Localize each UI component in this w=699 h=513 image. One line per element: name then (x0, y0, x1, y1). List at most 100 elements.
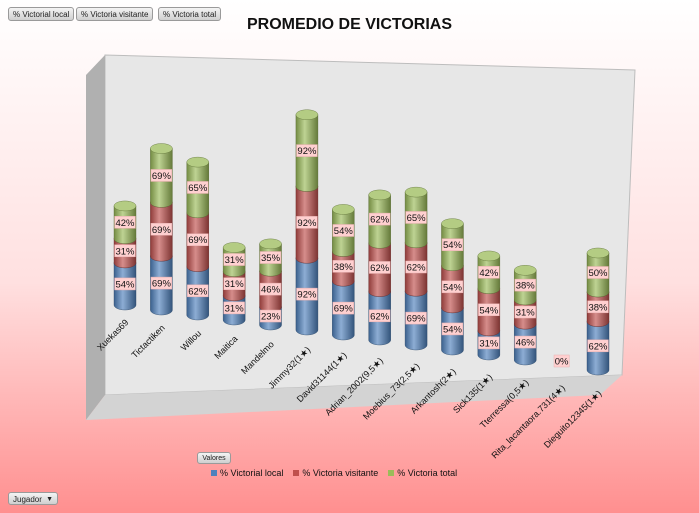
data-label-bg-2-0 (114, 216, 136, 229)
data-label-2-3: 31% (225, 255, 245, 266)
data-label-bg-2-9 (441, 238, 464, 251)
bar-cap-2-2 (186, 156, 209, 168)
floor (86, 375, 622, 420)
bar-cap-2-10 (477, 250, 501, 262)
data-label-1-8: 62% (407, 263, 427, 274)
side-wall (86, 55, 105, 420)
data-label-bg-0-9 (441, 322, 464, 336)
data-label-0-1: 69% (152, 279, 172, 290)
chevron-down-icon: ▼ (46, 496, 53, 503)
data-label-1-9: 54% (443, 282, 463, 293)
chart-legend: % Victorial local % Victoria visitante %… (211, 468, 457, 478)
bar-cap-2-7 (368, 189, 391, 201)
bar-cap-2-5 (295, 109, 319, 120)
filter-button-total[interactable]: % Victoria total (158, 7, 222, 21)
data-label-bg-1-0 (114, 244, 136, 258)
data-label-0-7: 62% (370, 311, 390, 322)
data-label-bg-2-13 (587, 266, 609, 279)
data-label-1-0: 31% (115, 246, 135, 257)
data-label-2-11: 38% (516, 281, 536, 292)
data-label-1-6: 38% (334, 262, 354, 273)
bar-cap-2-6 (332, 204, 355, 215)
data-label-bg-1-10 (478, 303, 500, 317)
data-label-bg-1-5 (296, 216, 318, 229)
data-label-bg-1-9 (441, 280, 464, 294)
data-label-2-7: 62% (370, 215, 390, 226)
data-label-1-13: 38% (588, 302, 608, 313)
data-label-2-5: 92% (297, 146, 317, 157)
legend-item-visitante: % Victoria visitante (293, 468, 378, 478)
data-label-0-12: 0% (555, 357, 569, 368)
data-label-0-11: 46% (516, 338, 536, 349)
data-label-bg-0-3 (223, 301, 245, 315)
data-label-0-4: 23% (261, 312, 281, 323)
data-label-bg-2-1 (150, 169, 173, 182)
data-label-bg-0-4 (259, 309, 282, 323)
data-label-bg-0-1 (150, 276, 173, 290)
data-label-bg-0-11 (514, 335, 536, 349)
filter-button-local[interactable]: % Victorial local (8, 7, 75, 21)
chart-title: PROMEDIO DE VICTORIAS (246, 16, 453, 33)
data-label-0-13: 62% (588, 341, 608, 352)
data-label-0-2: 62% (188, 286, 208, 297)
data-label-bg-0-13 (587, 339, 609, 353)
data-label-2-2: 65% (188, 183, 208, 194)
data-label-bg-0-12 (553, 354, 570, 368)
data-label-2-4: 35% (261, 253, 281, 264)
data-label-1-4: 46% (261, 285, 281, 296)
data-label-bg-2-8 (405, 211, 427, 224)
data-label-0-3: 31% (225, 303, 245, 314)
data-label-bg-2-10 (478, 266, 500, 279)
data-label-0-10: 31% (479, 338, 499, 349)
data-label-1-11: 31% (516, 308, 536, 319)
data-label-1-2: 69% (188, 235, 208, 246)
legend-label-local: % Victorial local (220, 468, 284, 478)
data-label-2-10: 42% (479, 268, 499, 279)
data-label-bg-2-6 (332, 224, 354, 237)
data-label-bg-1-2 (187, 233, 209, 246)
data-label-2-1: 69% (152, 171, 172, 182)
bar-cap-2-11 (514, 265, 537, 276)
data-label-1-7: 62% (370, 263, 390, 274)
data-label-bg-1-4 (259, 282, 282, 296)
data-label-bg-1-13 (587, 300, 609, 314)
data-label-bg-2-2 (187, 181, 209, 194)
data-label-0-0: 54% (115, 279, 135, 290)
data-label-1-10: 54% (479, 305, 499, 316)
data-label-bg-1-7 (369, 261, 391, 274)
data-label-bg-2-11 (514, 278, 536, 292)
data-label-bg-2-7 (369, 212, 391, 226)
data-label-bg-0-5 (296, 287, 318, 301)
data-label-0-9: 54% (443, 324, 463, 335)
data-label-0-6: 69% (334, 304, 354, 315)
valores-field-button[interactable]: Valores (197, 452, 231, 464)
filter-button-visitante[interactable]: % Victoria visitante (76, 7, 154, 21)
bar-cap-2-8 (404, 186, 428, 198)
bar-cap-2-0 (113, 200, 137, 212)
bar-cap-2-3 (222, 242, 246, 253)
data-label-bg-1-8 (405, 260, 427, 274)
data-label-bg-1-3 (223, 277, 245, 290)
data-label-1-5: 92% (297, 218, 317, 229)
data-label-bg-0-8 (405, 311, 427, 325)
data-label-0-8: 69% (407, 314, 427, 325)
data-label-bg-1-1 (150, 223, 173, 236)
jugador-label: Jugador (13, 495, 42, 504)
data-label-0-5: 92% (297, 290, 317, 301)
data-label-bg-0-0 (114, 277, 136, 291)
data-label-bg-1-11 (514, 305, 536, 319)
bar-cap-2-9 (441, 218, 464, 229)
data-label-2-6: 54% (334, 226, 354, 237)
legend-item-total: % Victoria total (388, 468, 457, 478)
data-label-1-3: 31% (225, 279, 245, 290)
legend-label-total: % Victoria total (397, 468, 458, 478)
jugador-dropdown[interactable]: Jugador ▼ (8, 492, 58, 505)
data-label-bg-2-3 (223, 253, 245, 266)
bar-cap-2-13 (586, 247, 610, 259)
bar-cap-2-4 (259, 238, 282, 250)
legend-swatch-visitante (293, 470, 300, 476)
data-label-2-8: 65% (407, 213, 427, 224)
data-label-bg-0-7 (369, 309, 391, 323)
data-label-bg-1-6 (332, 260, 354, 273)
